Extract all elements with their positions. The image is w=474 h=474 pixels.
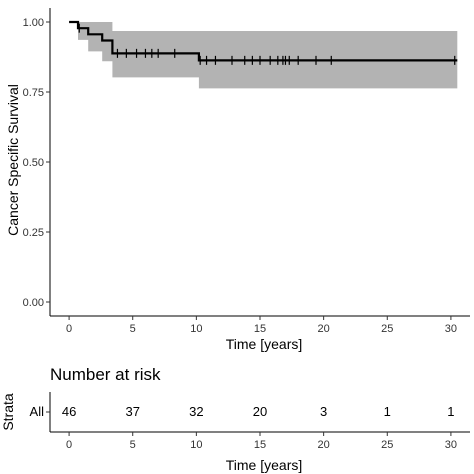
risk-axes: 0 5 10 15 20 25 30 xyxy=(46,392,470,451)
x-axis-title: Time [years] xyxy=(226,336,303,352)
risk-x-tick-label: 15 xyxy=(254,439,266,451)
risk-values-group: 46 37 32 20 3 1 1 xyxy=(62,404,455,419)
risk-value: 37 xyxy=(125,404,139,419)
y-tick-label: 0.50 xyxy=(23,157,44,169)
survival-curve-group xyxy=(69,20,458,62)
risk-x-tick-label: 25 xyxy=(381,439,393,451)
x-tick-label: 30 xyxy=(445,323,457,335)
risk-table: Number at risk Strata All 46 37 32 20 3 1 1 0 5… xyxy=(0,365,470,473)
x-tick-label: 0 xyxy=(66,323,72,335)
x-tick-label: 25 xyxy=(381,323,393,335)
risk-value: 20 xyxy=(253,404,267,419)
risk-x-axis-title: Time [years] xyxy=(226,457,303,473)
risk-table-title: Number at risk xyxy=(50,365,161,384)
risk-table-row-label: All xyxy=(30,404,45,419)
risk-x-tick-label: 5 xyxy=(130,439,136,451)
censor-marks-group xyxy=(78,23,456,65)
y-tick-label: 0.00 xyxy=(23,297,44,309)
km-axes: 0.00 0.25 0.50 0.75 1.00 0 5 10 15 20 25 30 xyxy=(23,8,470,335)
risk-table-strata-label: Strata xyxy=(0,393,16,431)
x-tick-label: 15 xyxy=(254,323,266,335)
survival-curve xyxy=(69,20,458,62)
risk-value: 3 xyxy=(320,404,327,419)
y-tick-label: 1.00 xyxy=(23,17,44,29)
risk-value: 32 xyxy=(189,404,203,419)
km-plot: 0.00 0.25 0.50 0.75 1.00 0 5 10 15 20 25 30 Cancer … xyxy=(5,8,470,352)
risk-value: 1 xyxy=(447,404,454,419)
risk-x-tick-label: 20 xyxy=(318,439,330,451)
y-axis-title: Cancer Specific Survival xyxy=(5,84,21,236)
y-tick-label: 0.25 xyxy=(23,227,44,239)
confidence-band-group xyxy=(69,22,458,89)
x-tick-label: 10 xyxy=(190,323,202,335)
x-tick-label: 5 xyxy=(130,323,136,335)
x-tick-label: 20 xyxy=(318,323,330,335)
risk-value: 46 xyxy=(62,404,76,419)
risk-x-tick-label: 0 xyxy=(66,439,72,451)
risk-x-tick-label: 10 xyxy=(190,439,202,451)
risk-x-tick-label: 30 xyxy=(445,439,457,451)
risk-value: 1 xyxy=(384,404,391,419)
confidence-band xyxy=(69,22,458,89)
y-tick-label: 0.75 xyxy=(23,87,44,99)
